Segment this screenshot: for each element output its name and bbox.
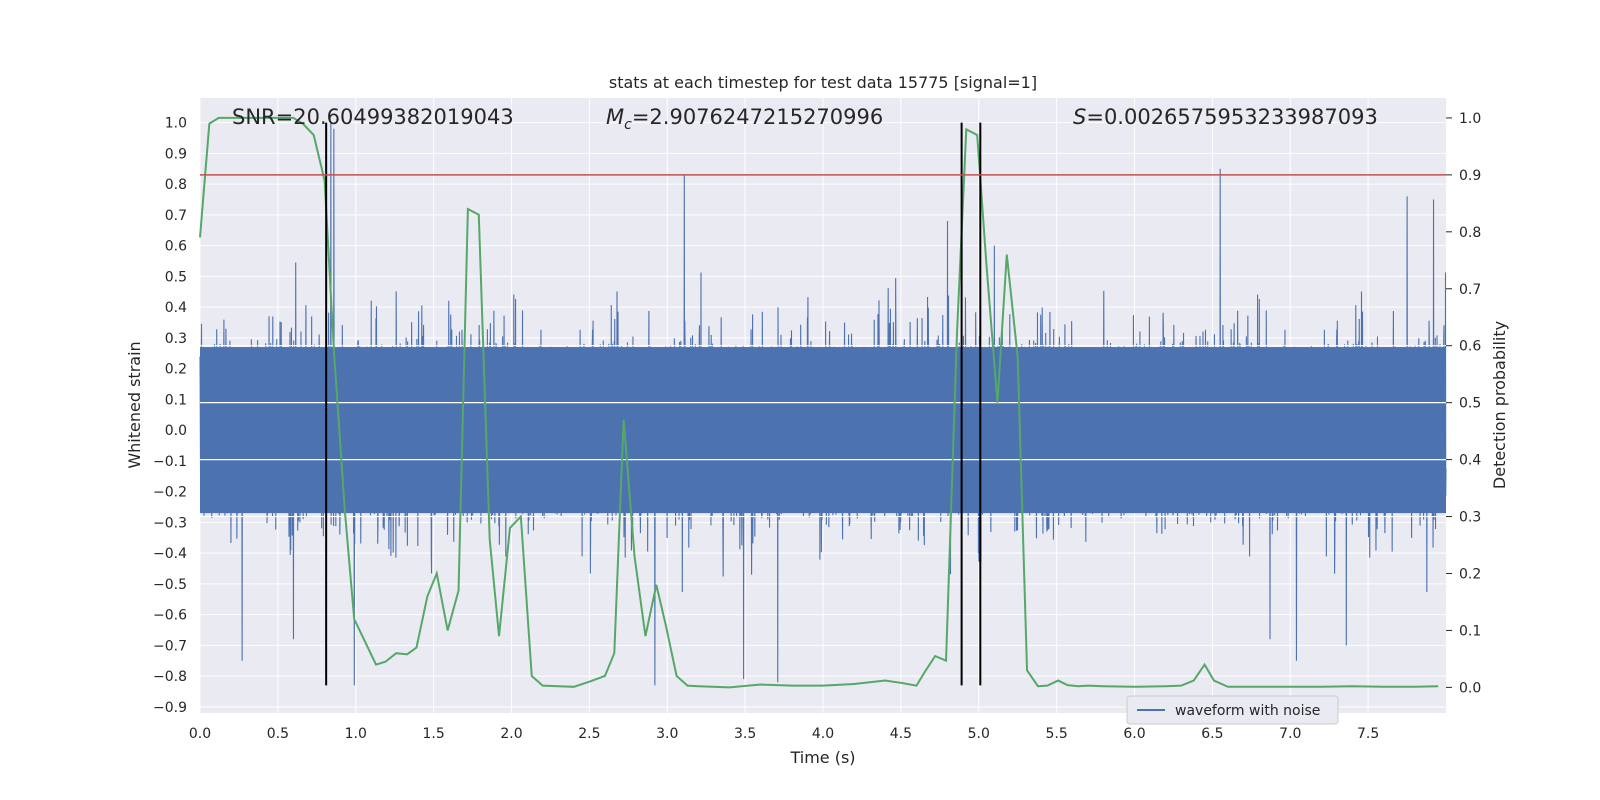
y2-ticks: 0.0 0.1 0.2 0.3 0.4 0.5 0.6 0.7 0.8 0.9 1.0: [1446, 111, 1481, 696]
y2-tick-label: 0.3: [1459, 510, 1481, 526]
y-tick-label: −0.2: [153, 485, 187, 501]
x-tick-label: 3.5: [734, 726, 756, 742]
x-tick-label: 6.0: [1123, 726, 1145, 742]
x-tick-label: 1.0: [345, 726, 367, 742]
x-tick-label: 3.0: [656, 726, 678, 742]
x-tick-label: 2.0: [500, 726, 522, 742]
y-tick-label: −0.6: [153, 608, 187, 624]
y2-tick-label: 1.0: [1459, 111, 1481, 127]
probability-line: [199, 116, 1439, 689]
y2-tick-label: 0.8: [1459, 225, 1481, 241]
y-tick-label: 0.8: [165, 177, 187, 193]
y2-axis-label: Detection probability: [1490, 321, 1509, 489]
mc-value: =2.9076247215270996: [632, 105, 883, 129]
y-tick-label: 0.9: [165, 146, 187, 162]
s-value: =0.0026575953233987093: [1086, 105, 1378, 129]
y-axis-label: Whitened strain: [125, 341, 144, 468]
x-ticks: 0.0 0.5 1.0 1.5 2.0 2.5 3.0 3.5 4.0 4.5 5.0 5.5 6.0 6…: [189, 726, 1379, 742]
y2-tick-label: 0.5: [1459, 396, 1481, 412]
probability-series: [199, 116, 1439, 689]
mc-symbol: M: [606, 105, 624, 129]
waveform-core-band: [200, 347, 1446, 514]
y2-tick-label: 0.4: [1459, 453, 1481, 469]
x-tick-label: 4.0: [812, 726, 834, 742]
y-tick-label: −0.5: [153, 577, 187, 593]
y-tick-label: −0.1: [153, 454, 187, 470]
snr-annotation: SNR=20.60499382019043: [232, 105, 514, 129]
s-symbol: S: [1073, 105, 1086, 129]
y-tick-label: 1.0: [165, 116, 187, 132]
y-ticks: −0.9 −0.8 −0.7 −0.6 −0.5 −0.4 −0.3 −0.2 −0.1 0.0 0…: [153, 116, 187, 716]
legend: waveform with noise: [1126, 695, 1339, 725]
x-tick-label: 0.0: [189, 726, 211, 742]
chart-title: stats at each timestep for test data 157…: [609, 73, 1037, 92]
x-tick-label: 7.0: [1279, 726, 1301, 742]
x-tick-label: 6.5: [1201, 726, 1223, 742]
y-tick-label: 0.2: [165, 362, 187, 378]
y-tick-label: 0.3: [165, 331, 187, 347]
x-tick-label: 1.5: [422, 726, 444, 742]
y2-tick-label: 0.1: [1459, 623, 1481, 639]
legend-label-waveform: waveform with noise: [1175, 703, 1320, 719]
legend-box: [1126, 695, 1339, 725]
y-tick-label: 0.6: [165, 239, 187, 255]
y-tick-label: 0.7: [165, 208, 187, 224]
x-axis-label: Time (s): [789, 748, 855, 767]
y-tick-label: 0.4: [165, 300, 187, 316]
y-tick-label: −0.7: [153, 638, 187, 654]
x-tick-label: 5.5: [1045, 726, 1067, 742]
x-tick-label: 0.5: [267, 726, 289, 742]
y-tick-label: −0.4: [153, 546, 187, 562]
x-tick-label: 7.5: [1357, 726, 1379, 742]
y-tick-label: −0.3: [153, 515, 187, 531]
s-annotation: S=0.0026575953233987093: [1073, 105, 1378, 129]
y2-tick-label: 0.2: [1459, 566, 1481, 582]
y-tick-label: −0.9: [153, 700, 187, 716]
y2-tick-label: 0.9: [1459, 168, 1481, 184]
y-tick-label: 0.0: [165, 423, 187, 439]
y2-tick-label: 0.0: [1459, 680, 1481, 696]
y2-tick-label: 0.6: [1459, 339, 1481, 355]
y-tick-label: −0.8: [153, 669, 187, 685]
waveform-series: [199, 122, 1447, 686]
x-tick-label: 5.0: [968, 726, 990, 742]
vertical-markers: [325, 122, 982, 686]
y2-tick-label: 0.7: [1459, 282, 1481, 298]
y-tick-label: 0.5: [165, 269, 187, 285]
x-tick-label: 4.5: [890, 726, 912, 742]
x-tick-label: 2.5: [578, 726, 600, 742]
mc-annotation: Mc=2.9076247215270996: [606, 105, 883, 133]
y-tick-label: 0.1: [165, 392, 187, 408]
mc-subscript: c: [624, 117, 632, 133]
